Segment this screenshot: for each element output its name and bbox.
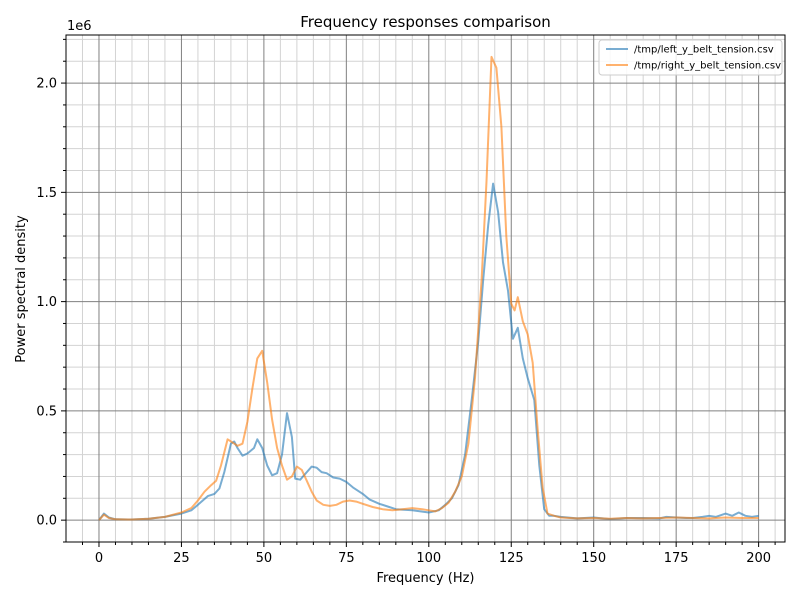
y-tick-label: 2.0 (36, 77, 57, 92)
y-axis-ticks: 0.0 0.5 1.0 1.5 2.0 (36, 38, 66, 543)
y-axis-label: Power spectral density (14, 215, 29, 363)
x-tick-label: 100 (416, 551, 441, 566)
plot-frame (65, 34, 786, 543)
legend-label-right: /tmp/right_y_belt_tension.csv (634, 61, 781, 72)
y-offset-label: 1e6 (67, 19, 92, 34)
x-tick-label: 175 (664, 551, 689, 566)
legend: /tmp/left_y_belt_tension.csv /tmp/right_… (598, 39, 783, 76)
x-tick-label: 150 (581, 551, 606, 566)
y-tick-label: 1.5 (36, 186, 57, 201)
series-layer (98, 55, 759, 521)
legend-label-left: /tmp/left_y_belt_tension.csv (634, 45, 774, 56)
x-tick-label: 0 (95, 551, 103, 566)
major-grid (66, 35, 785, 542)
y-tick-label: 0.0 (36, 514, 57, 529)
x-tick-label: 125 (499, 551, 524, 566)
y-tick-label: 0.5 (36, 404, 57, 419)
x-axis-ticks: 0 25 50 75 100 125 150 175 200 (81, 542, 776, 566)
x-axis-label: Frequency (Hz) (376, 571, 474, 586)
series-line-right (98, 55, 759, 521)
x-tick-label: 25 (173, 551, 190, 566)
legend-frame (598, 39, 783, 76)
y-tick-label: 1.0 (36, 295, 57, 310)
chart-title: Frequency responses comparison (300, 13, 551, 31)
x-tick-label: 200 (746, 551, 771, 566)
x-tick-label: 50 (256, 551, 273, 566)
x-tick-label: 75 (338, 551, 355, 566)
